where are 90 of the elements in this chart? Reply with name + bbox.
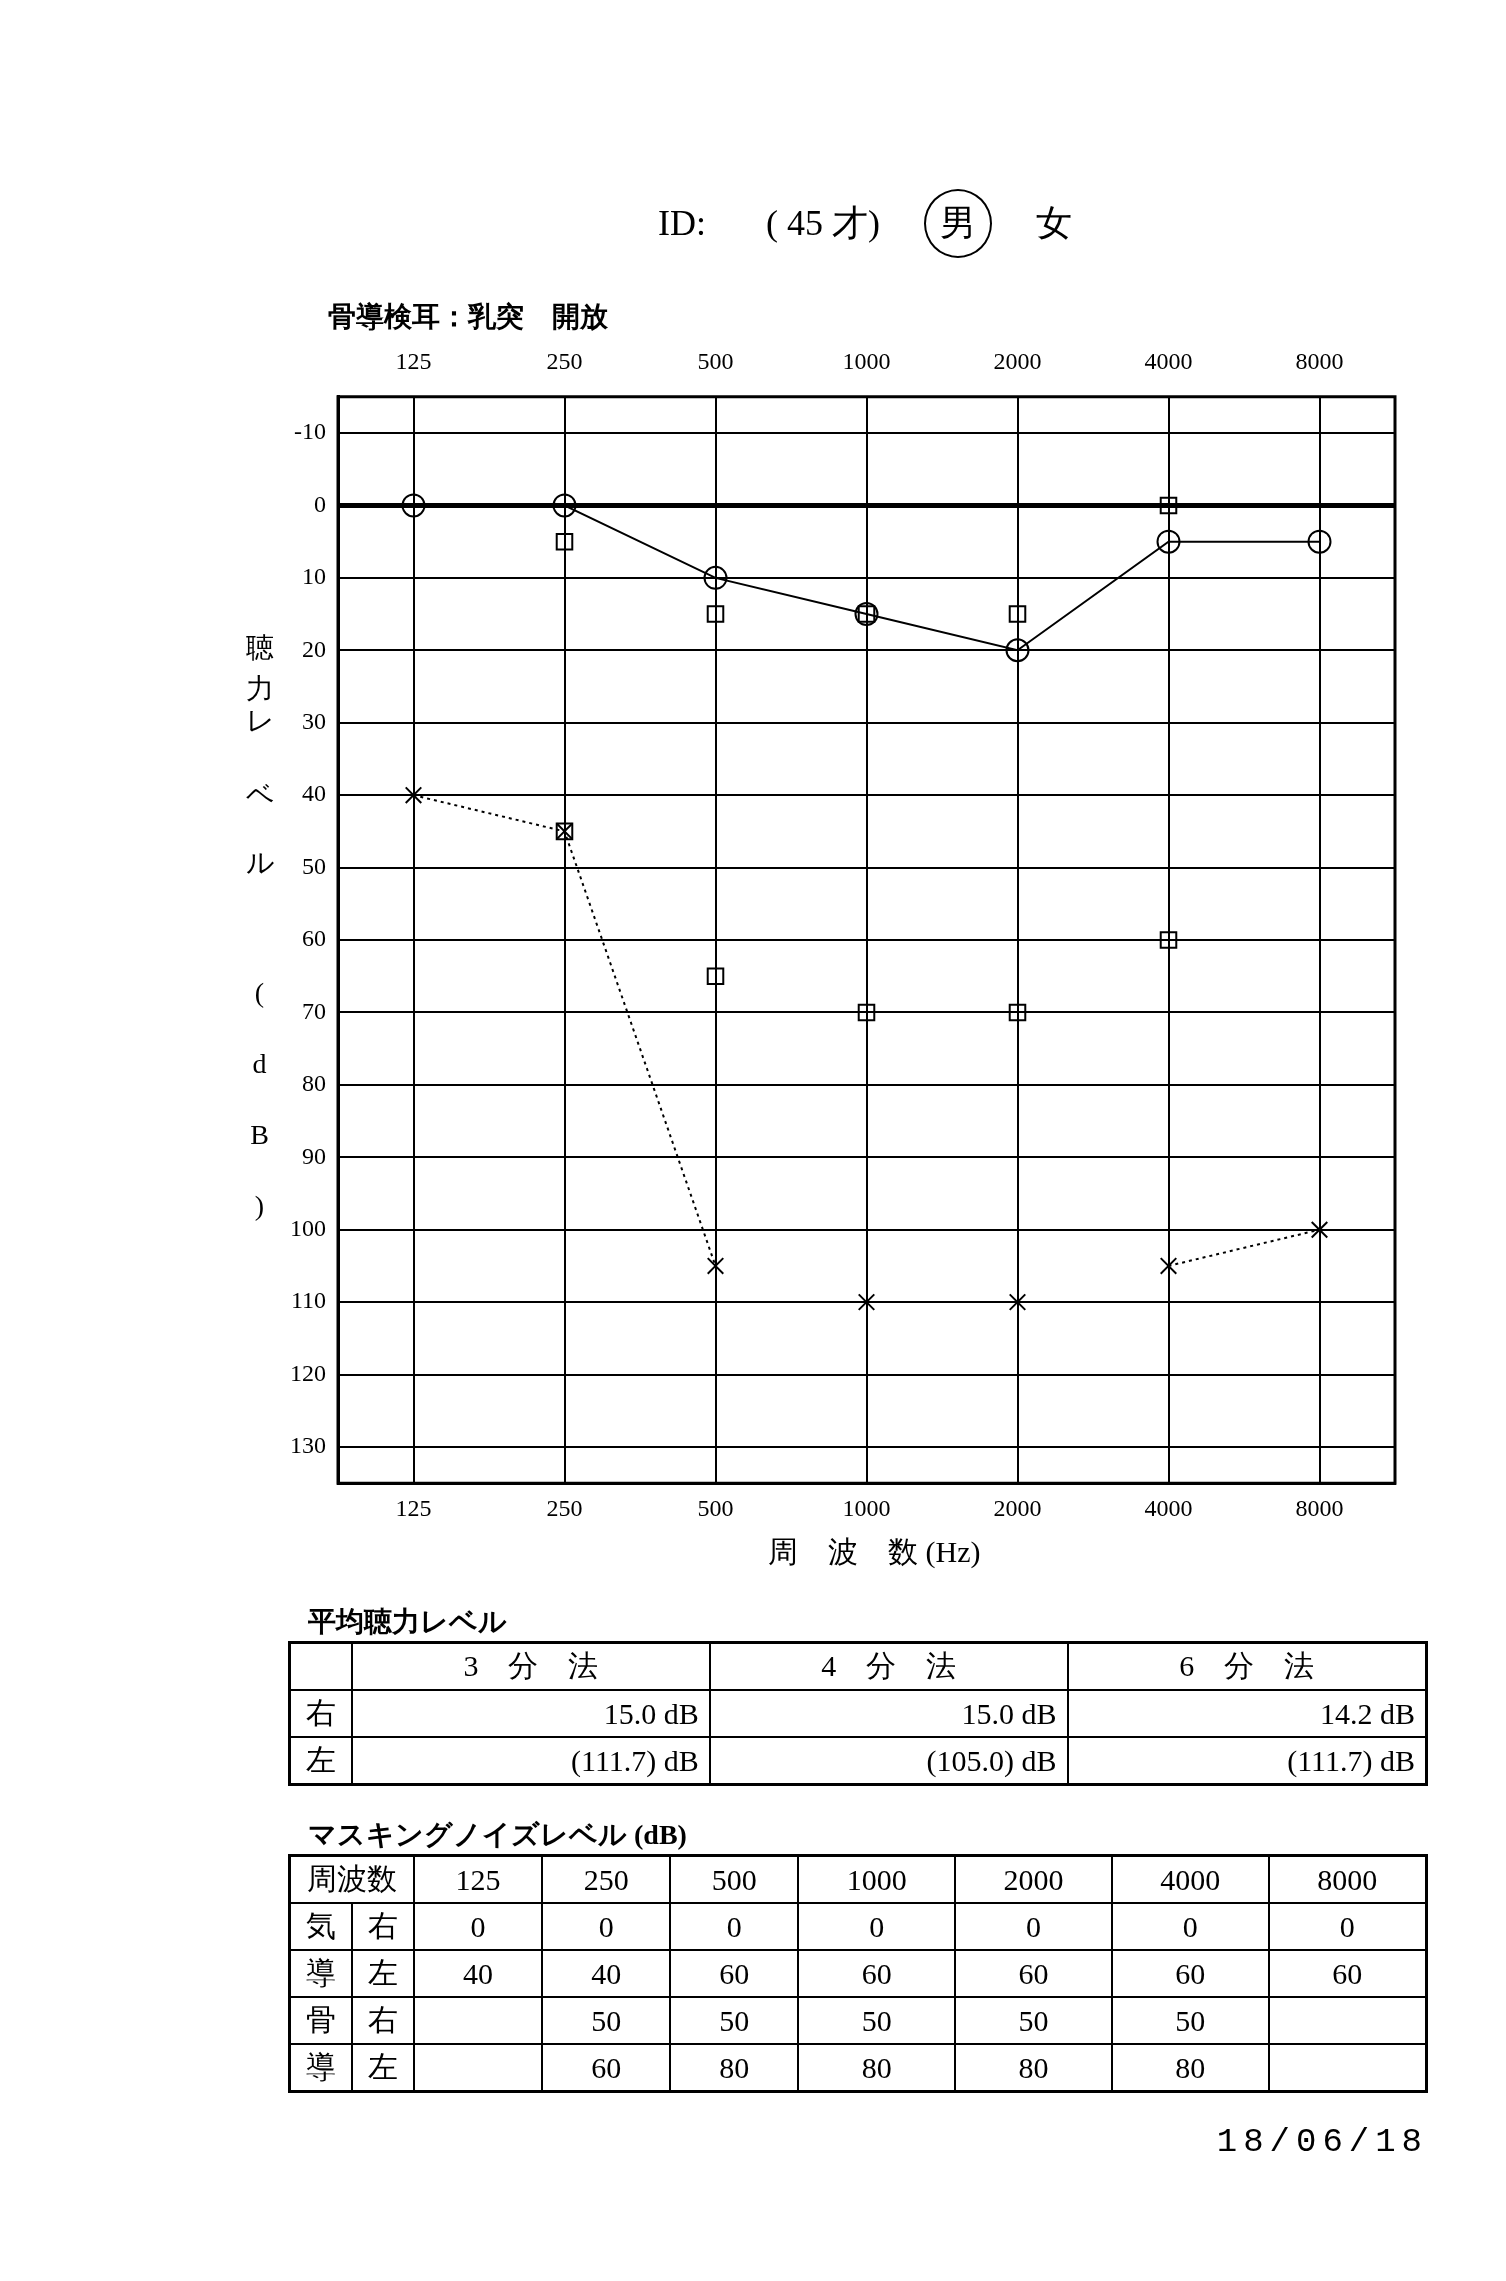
data-label: 60 (670, 1950, 799, 1997)
y2-tick-label: 左 (352, 1950, 414, 1997)
text: ID: (658, 203, 706, 243)
data-label: 60 (955, 1950, 1112, 1997)
category-label: 8000 (1295, 347, 1344, 374)
y-tick-label: 60 (302, 925, 326, 952)
data-label: 60 (798, 1950, 956, 1997)
x-tick-label: 250 (546, 1494, 583, 1521)
x-tick-label: 3 分 法 (352, 1642, 710, 1690)
data-label: 60 (1268, 1950, 1427, 1997)
data-label: 50 (670, 1997, 799, 2044)
data-label: 60 (542, 2044, 671, 2092)
category-label: 500 (697, 347, 734, 374)
x-tick-label: 8000 (1295, 1494, 1344, 1521)
text: 女 (1035, 202, 1072, 243)
y-tick-label: 100 (290, 1215, 326, 1241)
y-axis-title: 聴力レベル (dB) (243, 611, 276, 1261)
x-tick-label: 2000 (993, 1494, 1042, 1521)
x-axis-title: 周波数 (289, 1855, 414, 1903)
data-label: 80 (670, 2044, 799, 2092)
x-tick-label: 1000 (842, 1494, 891, 1521)
data-label: 80 (955, 2044, 1112, 2092)
chart-title: マスキングノイズレベル (dB) (308, 1818, 688, 1852)
category-label: 250 (546, 347, 583, 374)
y-tick-label: 80 (302, 1070, 326, 1097)
data-label: (111.7) dB (352, 1737, 710, 1785)
y-tick-label: 120 (290, 1359, 326, 1386)
chart-title: 骨導検耳：乳突 開放 (328, 300, 609, 334)
data-label: 15.0 dB (352, 1690, 710, 1737)
x-tick-label: 4000 (1111, 1855, 1269, 1903)
data-label: 0 (1268, 1903, 1427, 1950)
y-tick-label: 骨 (289, 1997, 352, 2044)
data-label: 50 (955, 1997, 1112, 2044)
data-label: 50 (1111, 1997, 1269, 2044)
data-label: (105.0) dB (709, 1737, 1068, 1785)
y2-tick-label: 右 (352, 1903, 414, 1950)
x-tick-label: 4000 (1144, 1494, 1193, 1521)
x-tick-label: 2000 (955, 1855, 1112, 1903)
y-tick-label: 0 (314, 490, 326, 517)
category-label: 1000 (842, 347, 891, 374)
y-tick-label: 導 (289, 1950, 352, 1997)
y2-tick-label: 左 (352, 2044, 414, 2092)
y-tick-label: 右 (289, 1690, 352, 1737)
category-label: 4000 (1144, 347, 1193, 374)
text: ( 45 才) (766, 202, 880, 243)
data-label: 50 (798, 1997, 956, 2044)
x-tick-label: 6 分 法 (1067, 1642, 1427, 1690)
data-label: 40 (414, 1950, 543, 1997)
category-label: 125 (395, 347, 432, 374)
y-tick-label: 30 (302, 708, 326, 735)
x-tick-label: 125 (395, 1494, 432, 1521)
y-tick-label: 20 (302, 635, 326, 662)
chart-title: 平均聴力レベル (308, 1605, 508, 1639)
x-tick-label: 500 (670, 1855, 799, 1903)
y-tick-label: 10 (302, 563, 326, 590)
data-label: 0 (955, 1903, 1112, 1950)
x-tick-label: 4 分 法 (709, 1642, 1068, 1690)
data-label: 50 (542, 1997, 671, 2044)
y-tick-label: 気 (289, 1903, 352, 1950)
y-tick-label: 左 (289, 1737, 352, 1785)
x-tick-label: 250 (542, 1855, 671, 1903)
y-tick-label: -10 (294, 418, 326, 445)
data-label: 14.2 dB (1067, 1690, 1427, 1737)
x-tick-label: 8000 (1268, 1855, 1427, 1903)
x-tick-label: 1000 (798, 1855, 956, 1903)
x-tick-label: 125 (414, 1855, 543, 1903)
data-label: 15.0 dB (709, 1690, 1068, 1737)
y-tick-label: 130 (290, 1432, 326, 1459)
y-tick-label: 導 (289, 2044, 352, 2092)
y-tick-label: 40 (302, 780, 326, 807)
data-label: 0 (670, 1903, 799, 1950)
text: 18/06/18 (1215, 2123, 1428, 2161)
data-label: 80 (1111, 2044, 1269, 2092)
data-label: 0 (1111, 1903, 1269, 1950)
x-tick-label: 500 (697, 1494, 734, 1521)
data-label: 0 (798, 1903, 956, 1950)
y-tick-label: 110 (290, 1287, 326, 1314)
y-tick-label: 90 (302, 1142, 326, 1169)
category-label: 2000 (993, 347, 1042, 374)
data-label: 40 (542, 1950, 671, 1997)
data-label: 0 (414, 1903, 543, 1950)
text: 男 (939, 202, 976, 243)
y-tick-label: 70 (302, 997, 326, 1024)
y-tick-label: 50 (302, 852, 326, 879)
y2-tick-label: 右 (352, 1997, 414, 2044)
data-label: (111.7) dB (1067, 1737, 1427, 1785)
data-label: 0 (542, 1903, 671, 1950)
data-label: 60 (1111, 1950, 1269, 1997)
data-label: 80 (798, 2044, 956, 2092)
x-axis-title: 周 波 数 (Hz) (768, 1534, 982, 1570)
